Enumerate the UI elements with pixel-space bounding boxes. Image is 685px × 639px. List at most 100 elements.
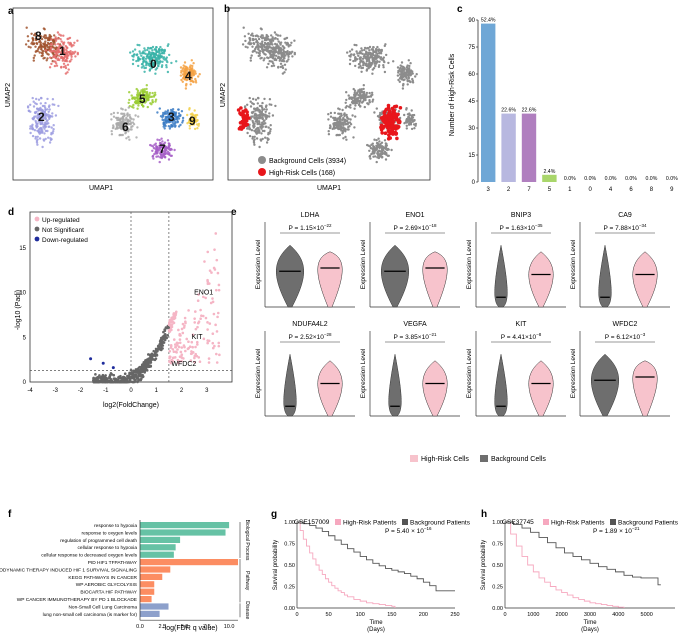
umap-b-cell (357, 103, 361, 107)
umap-a-cell (153, 53, 156, 56)
umap-a-cell (43, 127, 46, 130)
gene-title-NDUFA4L2: NDUFA4L2 (292, 321, 328, 328)
umap-b-cell (363, 97, 367, 100)
umap-a-cell (69, 42, 73, 45)
high-risk-cell (380, 131, 385, 135)
umap-a-cell (168, 127, 172, 130)
high-risk-cell (381, 126, 385, 130)
up-regulated-point (213, 344, 216, 348)
umap-a-cell (36, 125, 39, 128)
umap-a-cell (38, 51, 41, 54)
umap-a-cell (40, 37, 44, 41)
umap-a-cell (166, 44, 169, 48)
umap-b-cell (287, 55, 290, 58)
umap-a-cell (184, 68, 187, 71)
umap-a-cell (37, 34, 40, 38)
legend-label-background: Background Cells (3934) (269, 158, 346, 165)
umap-a-cell (150, 65, 154, 68)
umap-b-cell (267, 43, 270, 46)
high-risk-cell (386, 103, 391, 108)
panel-d-xtick-label: -2 (78, 388, 84, 394)
umap-a-cell (52, 130, 55, 133)
enrichment-term: cellular response to hypoxia (78, 545, 138, 551)
up-regulated-point (194, 310, 197, 313)
umap-b-cell (268, 112, 271, 115)
umap-a-cell (132, 58, 135, 61)
up-regulated-point (193, 321, 197, 324)
umap-a-cell (156, 111, 159, 114)
panel-c-xtick-label: 8 (650, 187, 654, 193)
umap-a-cell (37, 114, 41, 117)
umap-a-cell (165, 59, 168, 62)
umap-a-cell (41, 123, 44, 126)
umap-a-cell (46, 108, 49, 111)
cluster-label-7: 7 (159, 142, 166, 156)
not-significant-point (146, 365, 150, 369)
umap-a-cell (74, 50, 77, 53)
umap-b-cell (284, 37, 287, 40)
enrichment-bar (140, 529, 226, 536)
up-regulated-point (185, 337, 189, 341)
umap-a-cell (146, 105, 149, 109)
umap-a-cell (143, 66, 146, 70)
up-regulated-point (207, 357, 211, 360)
panel-c-ytick-label: 0 (472, 180, 476, 186)
umap-b-cell (411, 79, 414, 83)
umap-b-cell (399, 64, 402, 67)
high-risk-cell (387, 125, 392, 130)
umap-b-cell (378, 140, 381, 143)
gene-pvalue-exponent: −28 (324, 332, 332, 337)
umap-b-cell (338, 133, 341, 137)
umap-a-cell (36, 107, 39, 110)
umap-a-cell (132, 53, 136, 56)
not-significant-point (150, 358, 153, 361)
umap-b-cell (376, 142, 379, 145)
umap-a-cell (135, 136, 138, 139)
umap-a-cell (120, 112, 123, 115)
umap-a-cell (49, 137, 52, 140)
not-significant-point (105, 380, 109, 384)
umap-b-cell (327, 118, 330, 121)
umap-b-cell (409, 62, 412, 65)
umap-b-cell (249, 105, 253, 108)
umap-a-cell (37, 38, 41, 41)
umap-b-cell (334, 118, 337, 122)
panel-a-ylabel: UMAP2 (5, 83, 12, 107)
umap-a-cell (54, 57, 58, 60)
umap-a-cell (139, 91, 142, 94)
umap-b-cell (269, 128, 272, 131)
umap-a-cell (158, 62, 161, 65)
gene-pvalue-CA9: P = 7.88×10−34 (604, 223, 647, 232)
umap-a-cell (143, 70, 146, 74)
umap-a-cell (53, 60, 56, 63)
umap-a-cell (133, 48, 137, 51)
panel-c-ytick-label: 90 (468, 18, 475, 24)
umap-b-cell (360, 47, 363, 50)
umap-b-cell (387, 154, 390, 157)
umap-b-cell (375, 160, 378, 164)
up-regulated-point (168, 349, 172, 353)
umap-b-cell (408, 112, 411, 115)
umap-a-cell (46, 129, 49, 133)
km-legend-label-high: High-Risk Patients (551, 520, 605, 527)
cluster-label-9: 9 (189, 114, 196, 128)
up-regulated-point (167, 328, 171, 332)
umap-b-cell (257, 127, 260, 130)
umap-b-cell (360, 90, 363, 93)
umap-a-cell (147, 94, 150, 98)
umap-a-cell (42, 50, 45, 53)
umap-b-cell (379, 52, 383, 55)
umap-a-cell (42, 125, 45, 129)
not-significant-point (121, 380, 125, 384)
gene-pvalue-VEGFA: P = 3.85×10−21 (394, 332, 437, 341)
umap-b-cell (376, 45, 379, 49)
up-regulated-point (169, 343, 173, 347)
umap-a-cell (138, 44, 141, 47)
umap-a-cell (154, 142, 157, 145)
panel-f-xtick-label: 0.0 (136, 624, 144, 630)
umap-b-cell (382, 63, 385, 67)
umap-b-cell (249, 59, 252, 62)
panel-c-ylabel: Number of High-Risk Cells (449, 53, 456, 136)
umap-a-cell (186, 71, 189, 74)
umap-b-cell (265, 104, 268, 107)
